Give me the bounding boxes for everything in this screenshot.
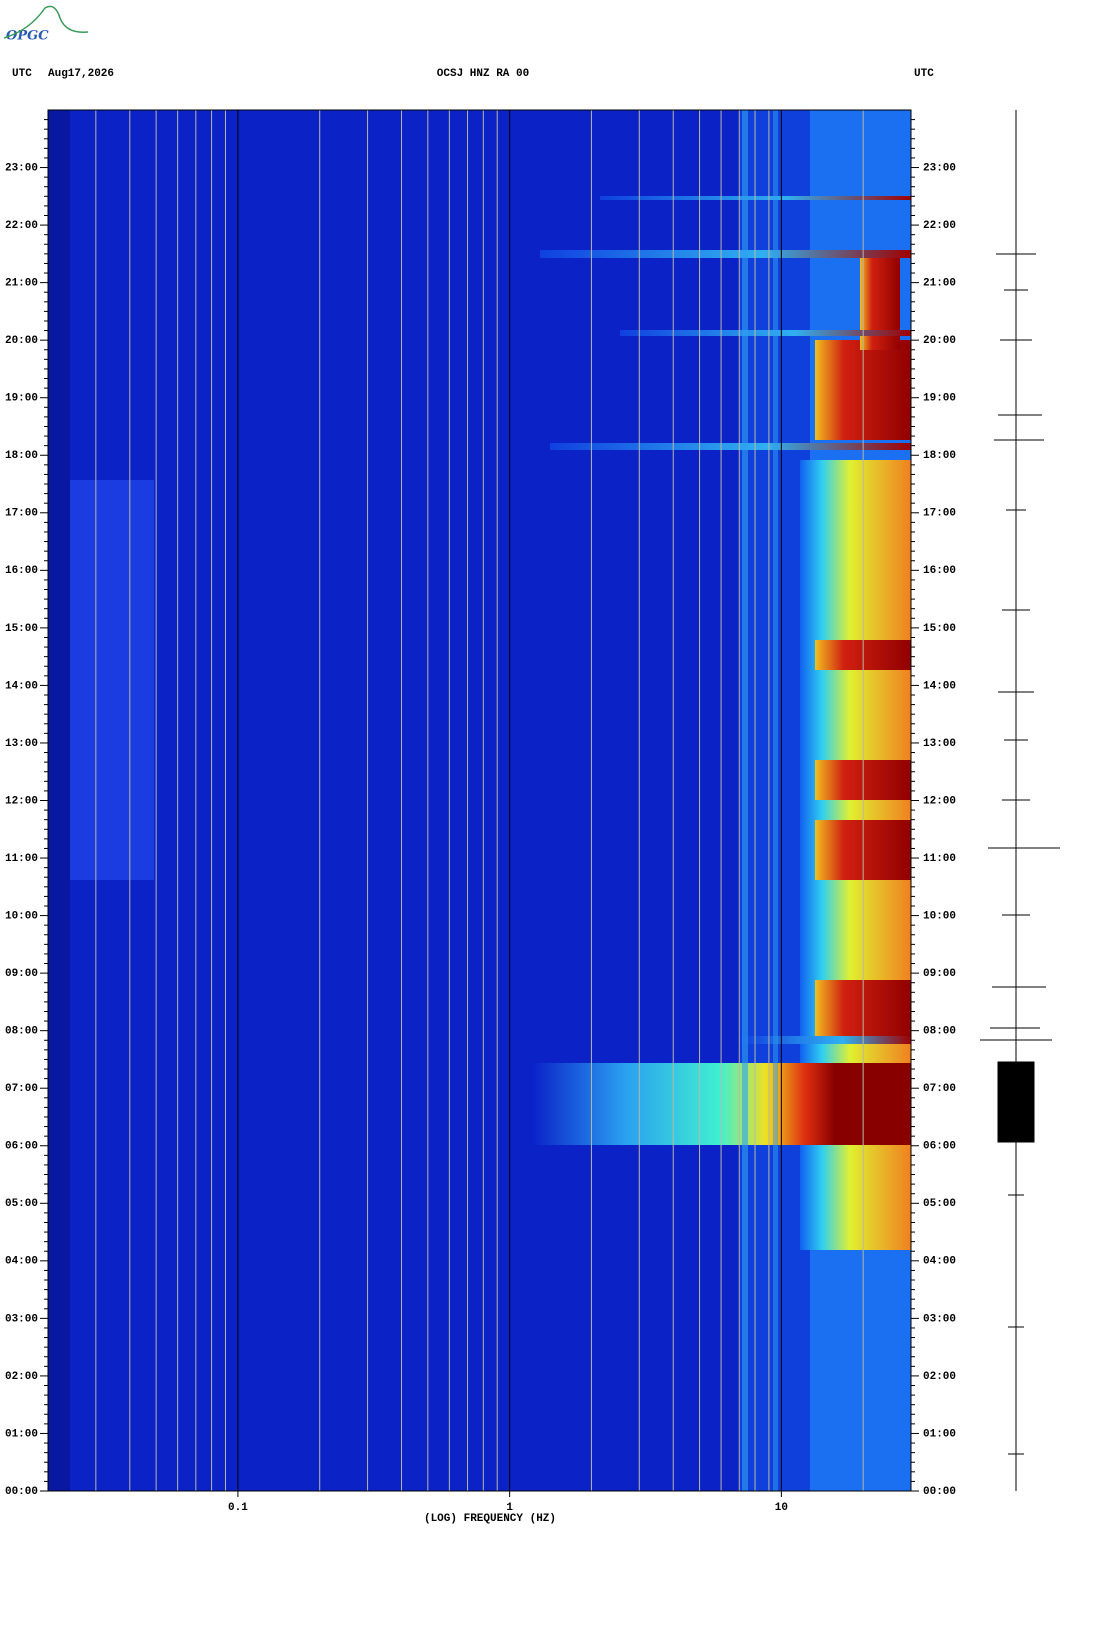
y-tick-label: 00:00 (923, 1486, 956, 1498)
y-tick-label: 20:00 (5, 335, 38, 347)
y-tick-label: 17:00 (5, 508, 38, 520)
date: Aug17,2026 (48, 68, 114, 80)
y-tick-label: 01:00 (5, 1428, 38, 1440)
y-tick-label: 14:00 (5, 680, 38, 692)
y-tick-label: 10:00 (5, 910, 38, 922)
y-tick-label: 07:00 (923, 1083, 956, 1095)
y-tick-label: 15:00 (923, 623, 956, 635)
y-tick-label: 18:00 (5, 450, 38, 462)
y-tick-label: 18:00 (923, 450, 956, 462)
band (530, 1063, 911, 1145)
y-tick-label: 02:00 (923, 1371, 956, 1383)
y-tick-label: 08:00 (5, 1026, 38, 1038)
time-zone: UTC (12, 68, 32, 80)
y-tick-label: 19:00 (923, 393, 956, 405)
y-tick-label: 02:00 (5, 1371, 38, 1383)
band (540, 250, 911, 258)
y-tick-label: 09:00 (923, 968, 956, 980)
x-axis-label: (LOG) FREQUENCY (HZ) (424, 1513, 556, 1525)
y-tick-label: 01:00 (923, 1428, 956, 1440)
y-tick-label: 00:00 (5, 1486, 38, 1498)
spectrogram (48, 110, 911, 1491)
y-tick-label: 15:00 (5, 623, 38, 635)
y-tick-label: 21:00 (5, 278, 38, 290)
logo: OPGC (6, 29, 49, 44)
y-tick-label: 11:00 (923, 853, 956, 865)
band (48, 110, 70, 1491)
y-tick-label: 07:00 (5, 1083, 38, 1095)
y-tick-label: 04:00 (5, 1256, 38, 1268)
y-tick-label: 22:00 (5, 220, 38, 232)
y-tick-label: 06:00 (923, 1141, 956, 1153)
band (742, 110, 748, 1491)
y-tick-label: 09:00 (5, 968, 38, 980)
logo-mark (3, 5, 89, 39)
time-zone: UTC (914, 68, 934, 80)
y-tick-label: 05:00 (5, 1198, 38, 1210)
y-tick-label: 14:00 (923, 680, 956, 692)
y-tick-label: 13:00 (923, 738, 956, 750)
y-tick-label: 16:00 (5, 565, 38, 577)
y-tick-label: 21:00 (923, 278, 956, 290)
band (70, 480, 154, 880)
band (773, 110, 778, 1491)
y-tick-label: 22:00 (923, 220, 956, 232)
y-tick-label: 20:00 (923, 335, 956, 347)
x-tick-label: 0.1 (228, 1502, 248, 1514)
band (550, 443, 911, 450)
band (620, 330, 911, 336)
y-tick-label: 11:00 (5, 853, 38, 865)
y-tick-label: 05:00 (923, 1198, 956, 1210)
band (740, 1036, 911, 1044)
y-tick-label: 23:00 (5, 162, 38, 174)
y-tick-label: 04:00 (923, 1256, 956, 1268)
y-tick-label: 12:00 (923, 795, 956, 807)
x-tick-label: 1 (506, 1502, 513, 1514)
y-tick-label: 03:00 (923, 1313, 956, 1325)
chart-title: OCSJ HNZ RA 00 (437, 68, 529, 80)
seismogram (980, 110, 1060, 1491)
y-tick-label: 17:00 (923, 508, 956, 520)
y-tick-label: 12:00 (5, 795, 38, 807)
y-tick-label: 08:00 (923, 1026, 956, 1038)
y-tick-label: 03:00 (5, 1313, 38, 1325)
y-tick-label: 13:00 (5, 738, 38, 750)
y-tick-label: 23:00 (923, 162, 956, 174)
y-tick-label: 16:00 (923, 565, 956, 577)
y-tick-label: 19:00 (5, 393, 38, 405)
x-tick-label: 10 (775, 1502, 788, 1514)
y-tick-label: 06:00 (5, 1141, 38, 1153)
y-tick-label: 10:00 (923, 910, 956, 922)
